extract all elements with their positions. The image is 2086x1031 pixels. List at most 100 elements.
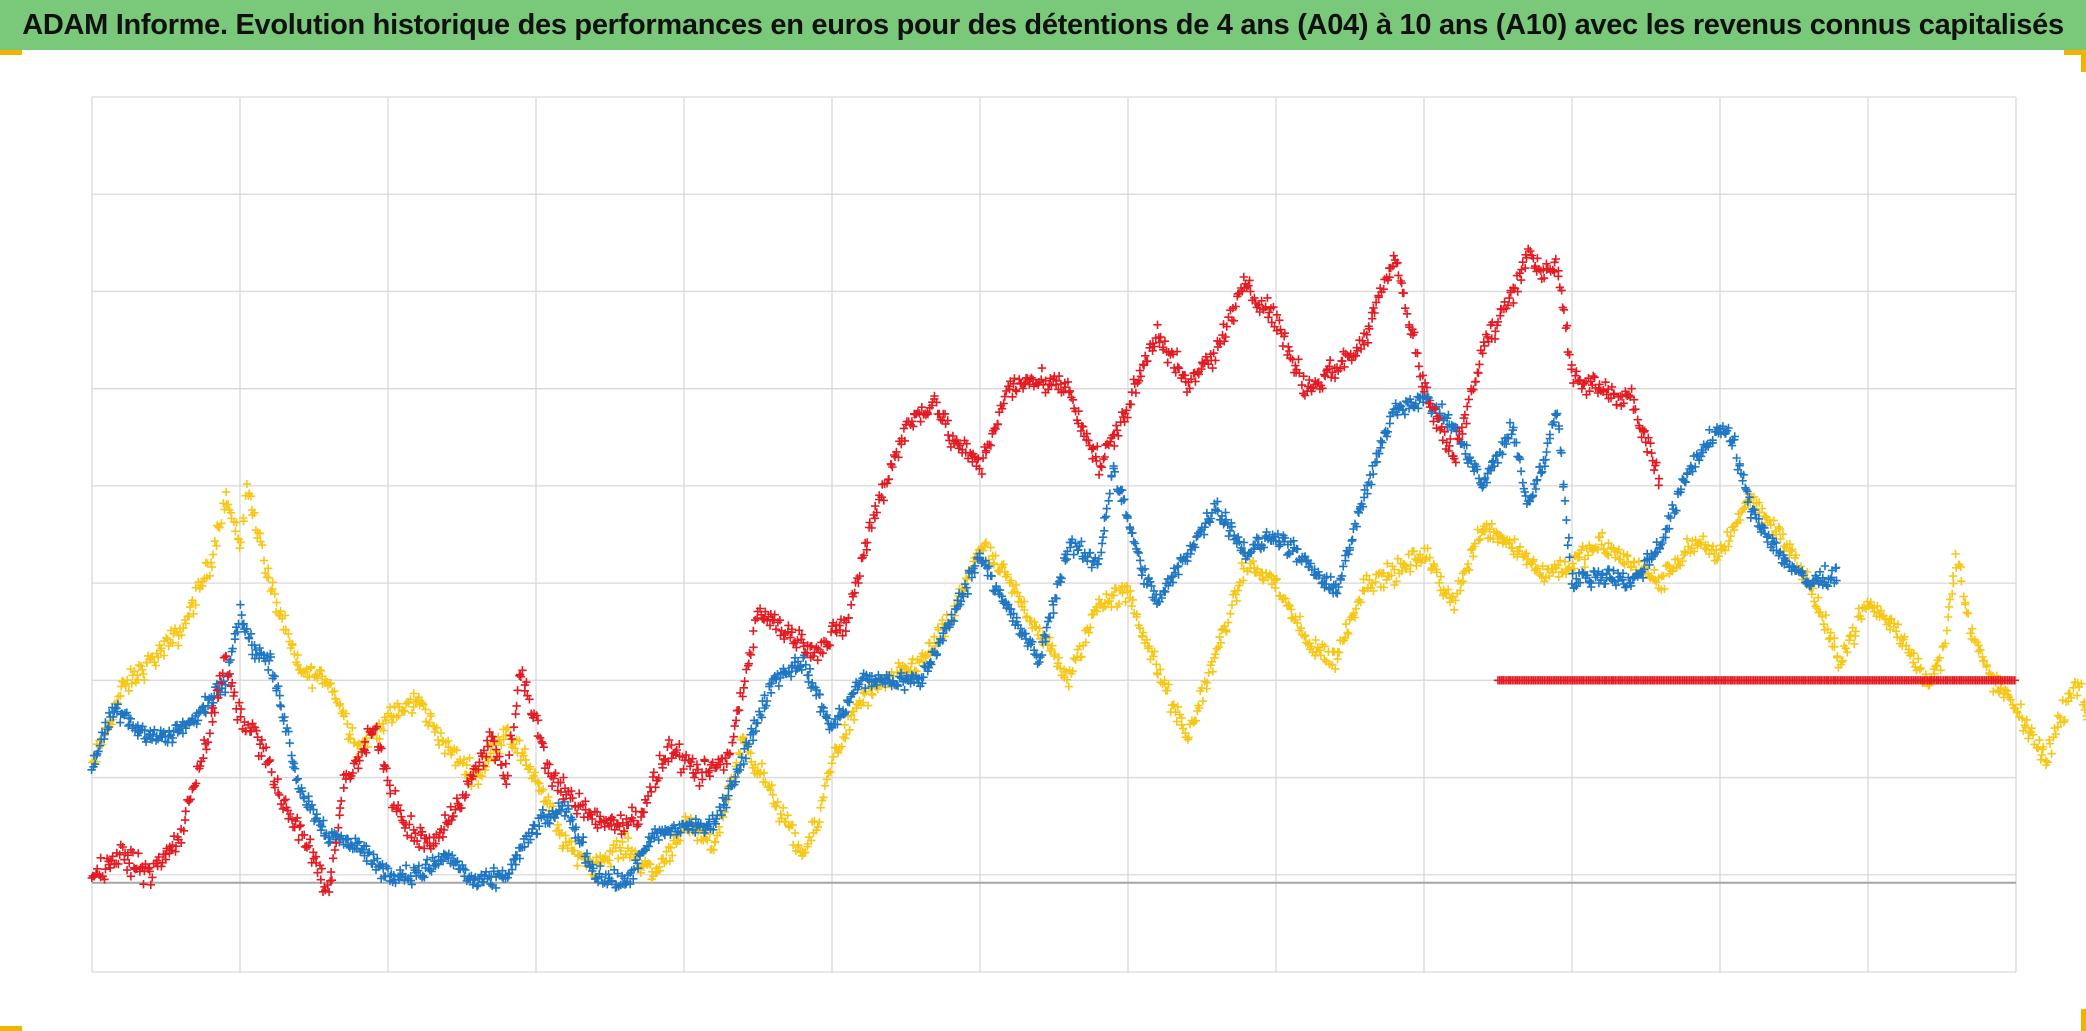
point-blue [511,860,520,869]
point-blue [1369,469,1378,479]
point-red [513,686,522,695]
point-red [1284,342,1293,351]
point-red [337,796,346,806]
point-red [1363,338,1373,347]
point-blue [981,556,990,565]
point-yellow [191,600,200,610]
point-red [146,880,155,889]
point-blue [1820,561,1830,571]
point-red [377,744,386,753]
point-blue [1491,451,1500,461]
point-blue [1161,587,1170,596]
point-red [122,865,132,875]
point-red [328,854,338,863]
point-yellow [400,707,409,716]
point-blue [939,629,948,638]
point-yellow [520,744,530,754]
point-yellow [179,624,188,633]
point-red [397,816,407,825]
point-red [1153,320,1162,329]
point-yellow [385,703,395,712]
point-yellow [1951,549,1960,559]
point-red [1285,346,1294,356]
point-red [324,887,334,897]
point-red [1000,392,1009,401]
point-red [228,678,237,687]
point-red [749,626,758,636]
corner-mark-top-right [2064,50,2086,55]
point-yellow [1505,536,1514,545]
point-blue [288,757,297,766]
point-blue [1668,500,1677,510]
point-red [372,722,381,731]
point-yellow [2024,728,2034,738]
point-blue [104,722,113,732]
point-yellow [1383,559,1392,568]
point-yellow [1821,610,1831,620]
point-red [257,751,266,761]
point-yellow [264,573,273,582]
point-blue [970,561,980,571]
point-blue [1735,461,1744,470]
point-red [1649,465,1659,475]
point-blue [1528,491,1538,500]
point-yellow [1121,597,1130,607]
point-yellow [1068,666,1077,676]
point-yellow [660,858,669,868]
point-yellow [1272,574,1281,583]
point-yellow [1887,614,1896,623]
point-red [730,721,739,731]
point-red [434,833,444,842]
point-yellow [841,734,850,743]
point-blue [307,800,317,810]
point-red [265,755,275,765]
point-yellow [1320,642,1329,651]
point-blue [900,685,909,695]
point-blue [346,840,355,849]
point-blue [427,867,436,876]
point-blue [515,854,524,863]
point-yellow [681,812,690,821]
point-yellow [189,609,198,618]
point-red [339,783,348,793]
point-blue [1743,498,1753,507]
point-yellow [1149,652,1158,661]
point-red [740,677,749,686]
point-yellow [2073,691,2082,700]
point-yellow [221,487,231,497]
point-yellow [1974,641,1983,650]
point-yellow [2006,695,2015,704]
point-yellow [816,803,825,812]
point-yellow [1445,598,1455,607]
point-yellow [1885,615,1894,624]
point-yellow [850,715,859,724]
point-blue [1140,564,1150,574]
point-yellow [544,792,553,802]
point-yellow [1791,551,1801,560]
point-red [348,768,358,778]
point-blue [1549,417,1558,427]
point-red [128,848,138,857]
point-red [1554,272,1563,281]
point-yellow [2041,756,2051,765]
point-yellow [773,797,782,807]
point-blue [401,861,411,870]
point-yellow [168,638,177,648]
point-yellow [1830,642,1839,651]
point-red [304,841,314,850]
point-yellow [414,693,423,702]
point-red [306,835,315,844]
point-yellow [1258,575,1267,584]
point-blue [316,821,325,830]
point-blue [507,865,517,874]
point-yellow [409,689,418,698]
point-blue [141,737,151,747]
point-blue [1074,545,1083,555]
point-yellow [750,760,760,769]
point-blue [1572,574,1581,583]
point-blue [1137,571,1146,580]
point-blue [324,833,334,842]
point-yellow [813,822,822,832]
point-red [1211,356,1220,365]
